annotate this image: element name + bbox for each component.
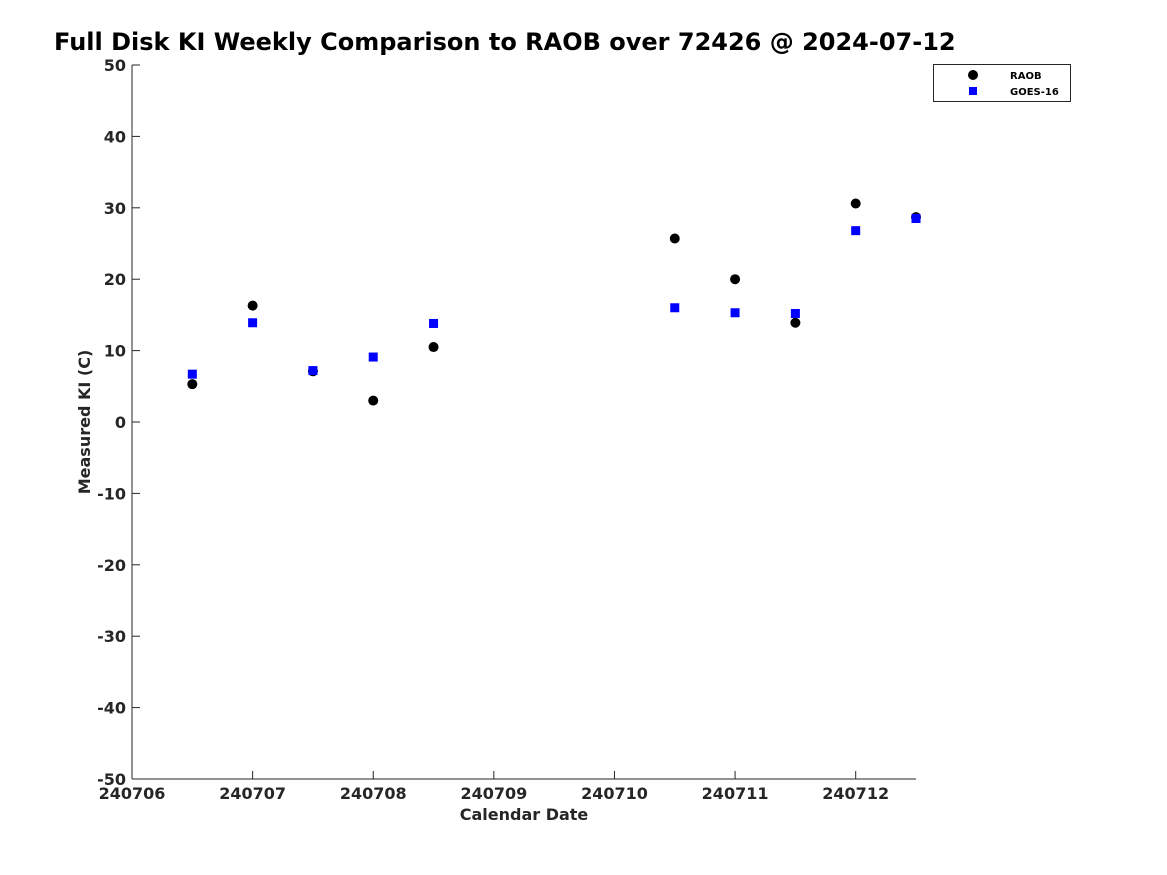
goes-16-point bbox=[429, 318, 439, 328]
y-axis-ticks: 50 40 30 20 10 0 -10 -20 -30 -40 -50 bbox=[97, 56, 140, 789]
legend-box bbox=[933, 64, 1071, 102]
raob-point bbox=[790, 317, 801, 328]
data-marks bbox=[187, 198, 921, 406]
legend-label: RAOB bbox=[1010, 71, 1042, 82]
y-tick-label: -50 bbox=[97, 770, 126, 789]
goes-16-point bbox=[670, 303, 680, 313]
x-tick-label: 240711 bbox=[702, 784, 769, 803]
x-tick-label: 240706 bbox=[99, 784, 166, 803]
raob-point bbox=[187, 379, 198, 390]
y-axis-label: Measured KI (C) bbox=[75, 350, 94, 495]
x-axis-label: Calendar Date bbox=[460, 805, 589, 824]
y-tick-label: 40 bbox=[104, 127, 126, 146]
y-tick-label: -40 bbox=[97, 699, 126, 718]
goes-16-point bbox=[248, 318, 258, 328]
raob-point bbox=[730, 274, 741, 285]
legend-label: GOES-16 bbox=[1010, 87, 1059, 98]
raob-point bbox=[247, 300, 258, 311]
y-tick-label: 0 bbox=[115, 413, 126, 432]
x-tick-label: 240712 bbox=[822, 784, 889, 803]
raob-point bbox=[850, 198, 861, 209]
legend: RAOB GOES-16 bbox=[933, 64, 1071, 102]
y-tick-label: 50 bbox=[104, 56, 126, 75]
x-tick-label: 240707 bbox=[219, 784, 286, 803]
y-tick-label: -10 bbox=[97, 484, 126, 503]
y-tick-label: 20 bbox=[104, 270, 126, 289]
legend-square-marker bbox=[969, 87, 977, 95]
x-tick-label: 240708 bbox=[340, 784, 407, 803]
y-tick-label: -20 bbox=[97, 556, 126, 575]
legend-circle-marker bbox=[968, 70, 978, 80]
goes-16-point bbox=[851, 226, 861, 236]
axes bbox=[131, 65, 916, 780]
goes-16-point bbox=[790, 308, 800, 318]
goes-16-point bbox=[368, 352, 378, 362]
x-axis-ticks: 240706 240707 240708 240709 240710 240711 2407… bbox=[99, 771, 889, 803]
goes-16-point bbox=[911, 214, 921, 224]
y-tick-label: 30 bbox=[104, 199, 126, 218]
raob-point bbox=[669, 233, 680, 244]
goes-16-point bbox=[308, 366, 318, 376]
x-tick-label: 240709 bbox=[460, 784, 527, 803]
raob-point bbox=[428, 342, 439, 353]
y-tick-label: 10 bbox=[104, 342, 126, 361]
x-tick-label: 240710 bbox=[581, 784, 648, 803]
y-tick-label: -30 bbox=[97, 627, 126, 646]
goes-16-point bbox=[187, 369, 197, 379]
goes-16-point bbox=[730, 308, 740, 318]
chart-title: Full Disk KI Weekly Comparison to RAOB o… bbox=[54, 28, 956, 56]
raob-point bbox=[368, 395, 379, 406]
